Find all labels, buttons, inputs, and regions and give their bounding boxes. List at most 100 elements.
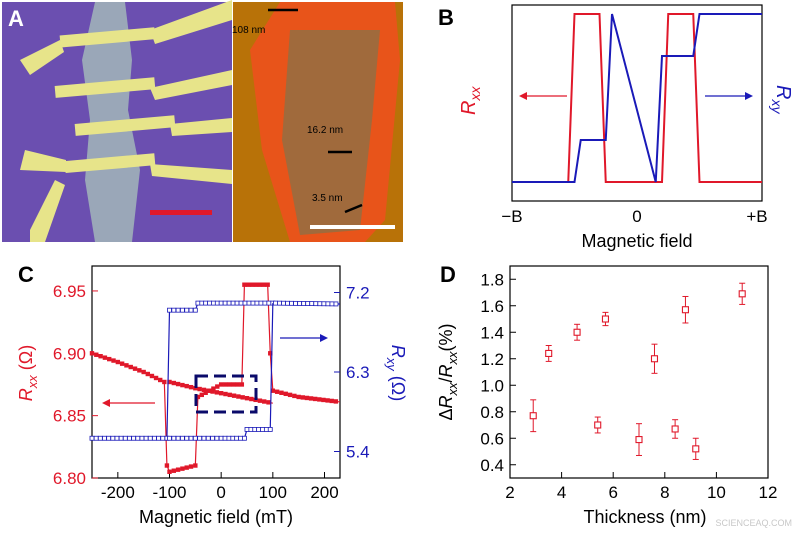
afm-flake bbox=[282, 30, 380, 235]
panel-c-rxy-point bbox=[309, 301, 315, 306]
panel-c-rxx-point bbox=[325, 398, 330, 403]
panel-c-rxy-point bbox=[207, 300, 212, 306]
panel-c-rxy-point bbox=[263, 427, 269, 432]
panel-d-point bbox=[650, 355, 659, 363]
panel-c-rxy-point bbox=[93, 435, 99, 441]
panel-c-ylabel-left-unit: (Ω) bbox=[16, 345, 36, 375]
panel-c-rxx-point bbox=[171, 380, 177, 386]
panel-c-rxx-point bbox=[231, 393, 237, 398]
panel-c-rxy-point bbox=[325, 301, 331, 307]
panel-c-rxy-arrow-head bbox=[320, 334, 328, 342]
panel-c-frame bbox=[91, 265, 341, 479]
panel-c-rxx-arrow-head bbox=[102, 399, 110, 407]
panel-c-rxx-point bbox=[262, 399, 267, 404]
panel-c-rxx-point bbox=[214, 390, 220, 395]
panel-c-rxx-point bbox=[201, 387, 207, 393]
panel-d-ylabel-sub2: xx bbox=[445, 351, 460, 366]
panel-d-ytick-label: 1.4 bbox=[480, 323, 504, 342]
rxx-arrow-head bbox=[519, 92, 527, 100]
panel-c-rxy-point bbox=[210, 435, 215, 441]
panel-c-rxx-point bbox=[296, 394, 301, 400]
panel-c-xtick-label: 200 bbox=[310, 483, 338, 502]
panel-d-point bbox=[738, 290, 746, 298]
panel-c-rxy-point bbox=[160, 435, 166, 441]
panel-c-rxx-point bbox=[211, 386, 216, 391]
panel-c-rxx-point bbox=[115, 359, 121, 365]
panel-d-xlabel: Thickness (nm) bbox=[583, 507, 706, 527]
optical-electrodes bbox=[20, 0, 232, 242]
panel-c-ylabel-right-r: R bbox=[388, 345, 408, 358]
panel-b-xtick-minus: −B bbox=[501, 207, 522, 226]
panel-c-label: C bbox=[18, 262, 34, 287]
panel-c-rxy-point bbox=[214, 300, 220, 306]
panel-c-ytick-left-label: 6.85 bbox=[53, 407, 86, 426]
panel-d-xtick-label: 8 bbox=[660, 483, 669, 502]
panel-b-lines bbox=[512, 13, 762, 183]
panel-c-rxy-point bbox=[195, 300, 201, 306]
panel-c-rxx-point bbox=[111, 358, 116, 363]
panel-c-rxx-point bbox=[218, 382, 224, 387]
panel-c-rxy-point bbox=[230, 300, 236, 306]
panel-c-rxx-point bbox=[317, 397, 322, 402]
panel-c-rxy-point bbox=[192, 307, 198, 313]
panel-c-rxy-point bbox=[218, 435, 224, 441]
panel-c-rxx-point bbox=[184, 383, 189, 389]
panel-c-rxx-point bbox=[149, 373, 155, 379]
panel-b-xtick-zero: 0 bbox=[632, 207, 641, 226]
panel-c-rxy-point bbox=[89, 435, 95, 441]
panel-c-rxx-point bbox=[167, 379, 172, 385]
panel-c-rxx-point bbox=[141, 369, 146, 375]
panel-c-rxx-point bbox=[175, 467, 181, 472]
panel-c-rxx-point bbox=[188, 464, 194, 469]
panel-c-data bbox=[89, 282, 341, 474]
panel-c-rxx-point bbox=[218, 391, 224, 396]
panel-c-rxx-point bbox=[268, 351, 273, 356]
panel-d-point bbox=[671, 425, 679, 433]
panel-c-rxx-point bbox=[188, 384, 194, 390]
panel-d-ylabel: ΔRxx/Rxx(%) bbox=[436, 323, 460, 420]
panel-c-rxy-point bbox=[226, 435, 232, 441]
panel-c-ylabel-left-r: R bbox=[16, 388, 36, 401]
panel-c-rxy-point bbox=[256, 427, 262, 432]
panel-c-rxy-point bbox=[218, 300, 224, 306]
panel-c-rxy-point bbox=[285, 300, 290, 306]
panel-c-rxx-point bbox=[94, 352, 99, 357]
panel-d-ticks: 2 4 6 8 10 12 0.4 0.6 0.8 1.0 1.2 1.4 1.6 1.8 bbox=[480, 270, 777, 502]
panel-c-rxx-point bbox=[107, 356, 112, 362]
panel-d-chart: D 2 4 6 8 10 120.40.60.81.01.21.41.61.8 ΔRxx/… bbox=[436, 262, 792, 528]
panel-c-rxx-point bbox=[195, 394, 201, 400]
panel-c-rxy-point bbox=[171, 435, 177, 441]
panel-d-ytick-label: 0.6 bbox=[480, 429, 504, 448]
panel-c-ylabel-right-unit: (Ω) bbox=[388, 371, 408, 401]
panel-d-ytick-label: 1.0 bbox=[480, 376, 504, 395]
panel-c-rxy-point bbox=[305, 301, 311, 306]
afm-label-16: 16.2 nm bbox=[307, 125, 343, 136]
panel-c-rxy-point bbox=[175, 435, 181, 441]
panel-c-rxx-point bbox=[158, 377, 163, 383]
panel-c-rxy-point bbox=[242, 300, 248, 306]
panel-d-ytick-label: 1.2 bbox=[480, 350, 504, 369]
panel-c-ticks: -200 -100 0 100 200 6.80 6.85 6.90 6.95 5.4 6.3 7.2 bbox=[53, 282, 370, 502]
panel-d-ylabel-slash: / bbox=[436, 377, 456, 382]
panel-c-rxy-point bbox=[184, 435, 190, 441]
panel-c-rxy-point bbox=[192, 435, 198, 441]
optical-scalebar bbox=[150, 210, 212, 215]
panel-c-rxy-point bbox=[122, 435, 128, 441]
panel-d-ytick-label: 0.8 bbox=[480, 403, 504, 422]
panel-c-rxx-point bbox=[167, 469, 172, 474]
afm-label-108: 108 nm bbox=[232, 25, 265, 36]
panel-c-rxy-point bbox=[238, 300, 244, 306]
panel-b-xlabel: Magnetic field bbox=[581, 231, 692, 251]
panel-b-frame bbox=[511, 4, 763, 202]
panel-c-rxy-point bbox=[118, 435, 124, 441]
panel-d-point bbox=[573, 328, 581, 336]
panel-d-frame bbox=[509, 265, 769, 479]
panel-c-rxy-point bbox=[222, 435, 228, 441]
panel-c-chart: C -200 -100 0 100 200 6.80 6.85 6.90 6.95 5.4 6.3 7… bbox=[16, 262, 408, 527]
panel-c-rxx-point bbox=[249, 282, 255, 287]
panel-d-point bbox=[692, 445, 700, 453]
panel-d-point bbox=[601, 315, 610, 323]
panel-c-rxy-point bbox=[203, 300, 209, 306]
panel-d-point bbox=[545, 349, 553, 357]
panel-b-series-rxx bbox=[512, 13, 762, 183]
